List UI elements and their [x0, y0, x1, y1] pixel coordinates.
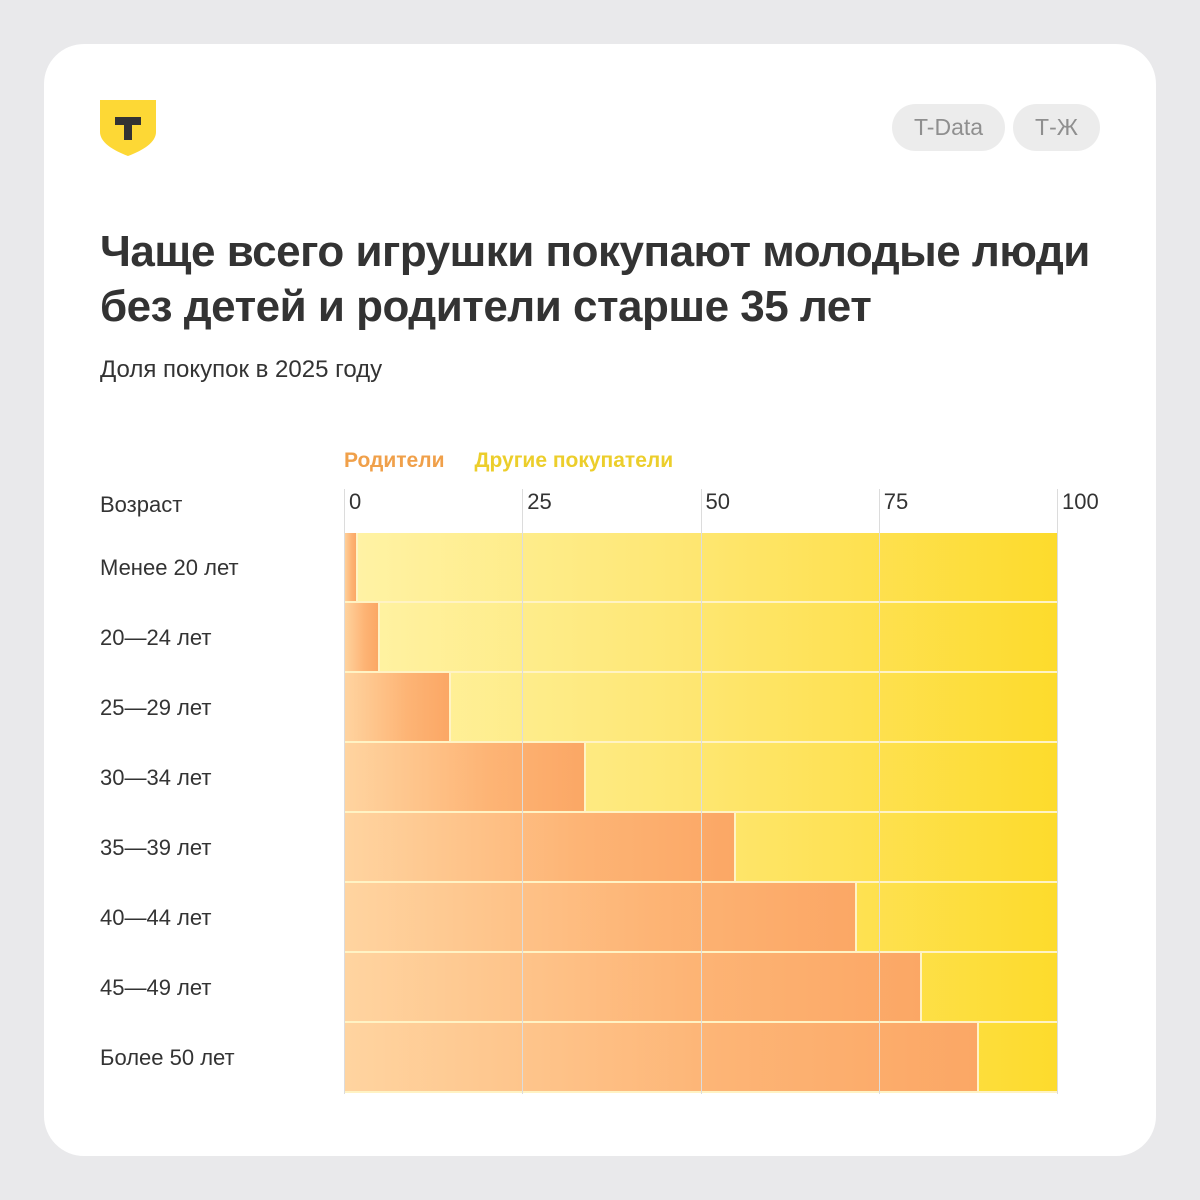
- parents-bar: [344, 533, 359, 601]
- pill-t-data[interactable]: T-Data: [892, 104, 1006, 151]
- legend-parents: Родители: [344, 449, 445, 472]
- row-labels: Менее 20 лет 20—24 лет 25—29 лет 30—34 л…: [100, 533, 239, 1093]
- parents-bar: [344, 953, 922, 1021]
- t-logo-icon: [100, 100, 156, 156]
- gridline: [522, 489, 524, 1094]
- x-tick: 75: [883, 489, 909, 514]
- parents-bar: [344, 603, 380, 671]
- parents-bar: [344, 813, 737, 881]
- x-tick: 0: [349, 489, 362, 514]
- parents-bar: [344, 1023, 979, 1091]
- x-tick: 50: [705, 489, 730, 514]
- axis-title: Возраст: [100, 492, 183, 517]
- x-tick: 100: [1062, 489, 1099, 514]
- chart-title: Чаще всего игрушки покупают молодые люди…: [100, 227, 1090, 331]
- row-label: Менее 20 лет: [100, 555, 239, 580]
- row-label: 45—49 лет: [100, 975, 212, 1000]
- gridline: [700, 489, 702, 1094]
- row-label: 40—44 лет: [100, 905, 212, 930]
- pill-t-zh[interactable]: Т-Ж: [1013, 104, 1100, 151]
- row-label: 30—34 лет: [100, 765, 212, 790]
- chart-subtitle: Доля покупок в 2025 году: [100, 356, 383, 383]
- plot-area: 0 25 50 75 100: [344, 489, 1099, 1094]
- gridline: [1057, 489, 1058, 1094]
- brand-pills: T-Data Т-Ж: [892, 104, 1100, 151]
- parents-bar: [344, 883, 858, 951]
- chart-card: T-Data Т-Ж Чаще всего игрушки покупают м…: [44, 44, 1156, 1156]
- legend-others: Другие покупатели: [474, 449, 674, 472]
- row-label: Более 50 лет: [100, 1045, 235, 1070]
- legend: Родители Другие покупатели: [344, 449, 673, 473]
- parents-bar: [344, 743, 587, 811]
- row-label: 25—29 лет: [100, 695, 212, 720]
- row-label: 35—39 лет: [100, 835, 212, 860]
- gridline: [878, 489, 880, 1094]
- row-label: 20—24 лет: [100, 625, 212, 650]
- gridline: [344, 489, 345, 1094]
- parents-bar: [344, 673, 451, 741]
- x-tick: 25: [527, 489, 552, 514]
